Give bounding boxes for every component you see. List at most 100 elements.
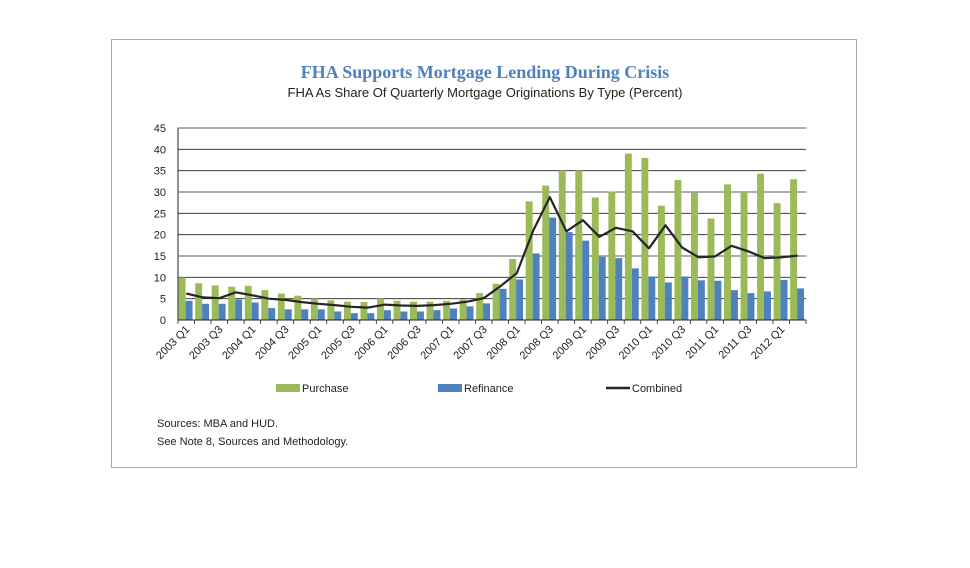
- legend-label-purchase: Purchase: [302, 383, 348, 395]
- refinance-bar: [185, 300, 193, 320]
- x-tick-label: 2011 Q3: [717, 324, 755, 362]
- y-tick-label: 30: [154, 187, 166, 199]
- y-tick-label: 0: [160, 315, 166, 327]
- purchase-bar: [542, 185, 550, 320]
- chart-title: FHA Supports Mortgage Lending During Cri…: [300, 62, 670, 82]
- refinance-bar: [549, 217, 557, 320]
- legend-swatch-purchase: [276, 384, 300, 392]
- refinance-bar: [664, 282, 672, 320]
- refinance-bar: [416, 311, 424, 320]
- refinance-bar: [797, 288, 805, 320]
- chart-subtitle: FHA As Share Of Quarterly Mortgage Origi…: [287, 85, 683, 100]
- purchase-bar: [195, 283, 203, 320]
- refinance-bar: [235, 299, 243, 320]
- purchase-bar: [740, 192, 748, 320]
- x-tick-label: 2012 Q1: [749, 324, 787, 362]
- refinance-bar: [565, 232, 573, 320]
- methodology-note: See Note 8, Sources and Methodology.: [157, 436, 349, 448]
- x-tick-label: 2007 Q3: [452, 324, 490, 362]
- purchase-bar: [244, 285, 252, 320]
- x-tick-label: 2003 Q3: [187, 324, 225, 362]
- legend-label-refinance: Refinance: [464, 383, 514, 395]
- purchase-bar: [228, 286, 236, 320]
- purchase-bar: [178, 277, 186, 320]
- refinance-bar: [532, 253, 540, 320]
- y-tick-label: 45: [154, 123, 166, 135]
- purchase-bar: [707, 218, 715, 320]
- purchase-bar: [343, 301, 351, 320]
- refinance-bar: [301, 309, 309, 320]
- refinance-bar: [466, 306, 474, 320]
- purchase-bar: [690, 192, 698, 320]
- refinance-bar: [499, 288, 507, 320]
- refinance-bar: [582, 240, 590, 320]
- refinance-bar: [284, 309, 292, 320]
- x-tick-label: 2010 Q3: [650, 324, 688, 362]
- combined-line: [186, 196, 798, 309]
- refinance-bar: [268, 308, 276, 320]
- purchase-bar: [459, 299, 467, 320]
- purchase-bar: [674, 180, 682, 320]
- x-tick-label: 2003 Q1: [154, 324, 192, 362]
- refinance-bar: [681, 276, 689, 320]
- refinance-bar: [714, 280, 722, 320]
- sources-line: Sources: MBA and HUD.: [157, 418, 279, 430]
- legend-swatch-refinance: [438, 384, 462, 392]
- purchase-bar: [641, 157, 649, 320]
- purchase-bar: [360, 302, 368, 320]
- refinance-bar: [202, 303, 210, 320]
- refinance-bar: [383, 310, 391, 320]
- refinance-bar: [631, 268, 639, 320]
- y-tick-label: 20: [154, 230, 166, 242]
- x-tick-label: 2009 Q3: [584, 324, 622, 362]
- purchase-bar: [657, 205, 665, 320]
- x-tick-label: 2010 Q1: [617, 324, 655, 362]
- refinance-bar: [334, 311, 342, 320]
- refinance-bar: [697, 280, 705, 320]
- refinance-bar: [433, 310, 441, 320]
- purchase-bar: [724, 184, 731, 320]
- refinance-bar: [615, 258, 623, 320]
- y-tick-label: 10: [154, 272, 166, 284]
- refinance-bar: [218, 303, 226, 320]
- purchase-bar: [525, 201, 533, 320]
- x-tick-label: 2006 Q1: [352, 324, 390, 362]
- purchase-bar: [476, 293, 484, 320]
- refinance-bar: [516, 279, 524, 320]
- purchase-bar: [790, 179, 798, 320]
- refinance-bar: [747, 293, 755, 320]
- refinance-bar: [400, 311, 408, 320]
- refinance-bar: [598, 256, 606, 320]
- y-tick-label: 40: [154, 144, 166, 156]
- refinance-bar: [350, 313, 358, 320]
- refinance-bar: [648, 276, 656, 320]
- purchase-bar: [310, 298, 318, 320]
- y-tick-label: 25: [154, 208, 166, 220]
- purchase-bar: [410, 301, 417, 320]
- purchase-bar: [558, 170, 566, 320]
- purchase-bar: [608, 191, 616, 320]
- refinance-bar: [764, 291, 771, 320]
- x-tick-label: 2004 Q1: [220, 324, 258, 362]
- refinance-bar: [450, 308, 457, 320]
- x-tick-label: 2005 Q1: [286, 324, 324, 362]
- purchase-bar: [591, 197, 599, 320]
- x-tick-label: 2006 Q3: [385, 324, 423, 362]
- legend-label-combined: Combined: [632, 383, 682, 395]
- refinance-bar: [780, 279, 788, 320]
- purchase-bar: [757, 173, 765, 320]
- refinance-bar: [317, 309, 325, 320]
- x-tick-label: 2005 Q3: [319, 324, 357, 362]
- x-tick-label: 2004 Q3: [253, 324, 291, 362]
- purchase-bar: [426, 301, 434, 320]
- purchase-bar: [509, 258, 517, 320]
- purchase-bar: [294, 295, 302, 320]
- x-tick-label: 2011 Q1: [683, 324, 721, 362]
- y-tick-label: 15: [154, 251, 166, 263]
- x-tick-label: 2008 Q3: [518, 324, 556, 362]
- purchase-bar: [327, 300, 335, 320]
- purchase-bar: [277, 293, 285, 320]
- purchase-bar: [393, 300, 401, 320]
- purchase-bar: [376, 298, 384, 320]
